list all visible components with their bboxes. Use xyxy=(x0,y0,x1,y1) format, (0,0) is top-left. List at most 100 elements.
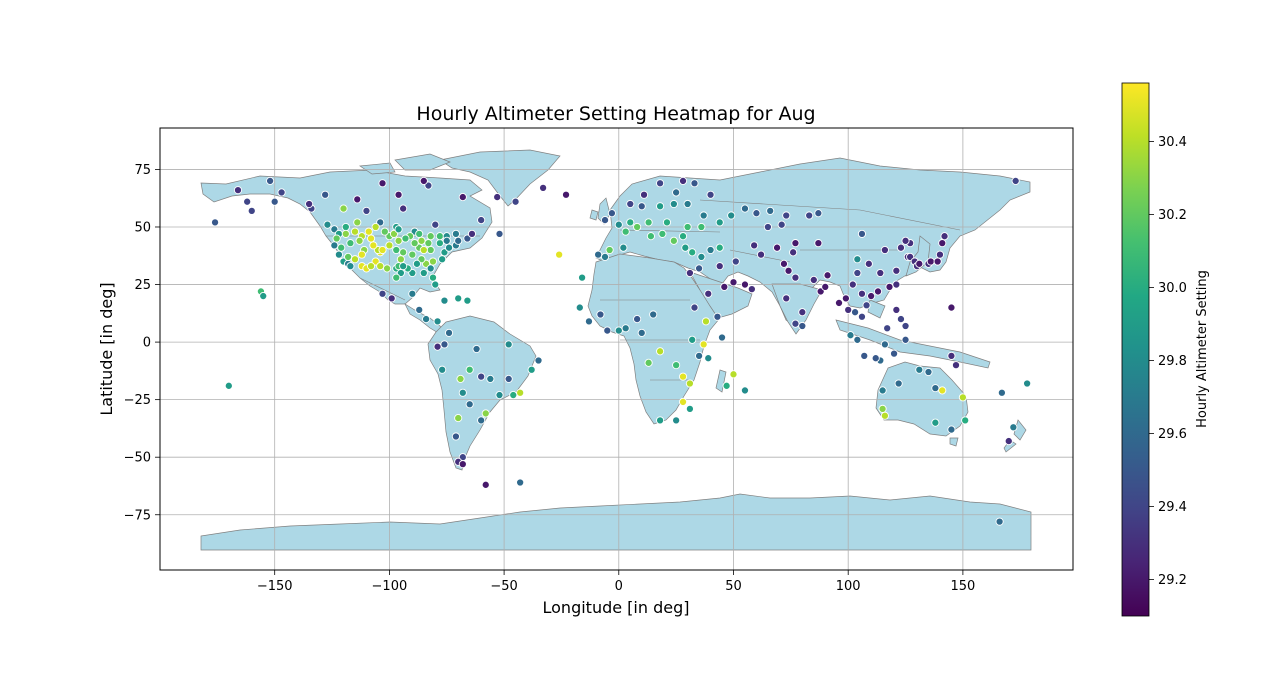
station-point xyxy=(504,340,513,349)
station-point xyxy=(901,335,910,344)
station-point xyxy=(211,218,220,227)
station-point xyxy=(784,266,793,275)
station-point xyxy=(378,179,387,188)
station-point xyxy=(639,190,649,199)
station-point xyxy=(305,199,314,209)
station-point xyxy=(857,229,867,238)
station-point xyxy=(848,280,857,289)
station-point xyxy=(683,199,692,209)
station-point xyxy=(467,229,477,238)
station-point xyxy=(878,386,887,395)
station-point xyxy=(853,255,862,264)
station-point xyxy=(706,245,715,255)
station-point xyxy=(454,236,463,245)
station-point xyxy=(823,271,832,280)
station-point xyxy=(266,176,275,185)
station-point xyxy=(626,199,635,209)
x-tick-label: 0 xyxy=(615,579,623,594)
southeast-asia-islands xyxy=(835,299,991,369)
station-point xyxy=(715,243,724,252)
station-point xyxy=(857,312,867,321)
colorbar-label: Hourly Altimeter Setting xyxy=(1195,270,1210,428)
station-point xyxy=(600,216,610,225)
station-point xyxy=(355,236,364,245)
station-point xyxy=(458,388,467,397)
station-point xyxy=(789,248,798,257)
station-point xyxy=(392,245,401,255)
station-point xyxy=(575,303,584,312)
x-axis-label: Longitude [in deg] xyxy=(543,598,690,617)
station-point xyxy=(428,257,438,266)
station-point xyxy=(690,303,699,312)
station-point xyxy=(410,239,419,248)
station-point xyxy=(422,315,431,324)
colorbar-tick-label: 29.6 xyxy=(1158,427,1187,442)
station-point xyxy=(658,229,667,238)
station-point xyxy=(504,374,513,383)
station-point xyxy=(685,379,694,388)
station-point xyxy=(438,365,447,374)
station-point xyxy=(773,243,782,252)
station-point xyxy=(752,209,761,218)
station-point xyxy=(516,388,525,397)
station-point xyxy=(814,239,823,248)
station-point xyxy=(940,232,949,241)
station-point xyxy=(958,393,967,402)
station-point xyxy=(605,245,614,255)
station-point xyxy=(353,218,362,227)
station-point xyxy=(419,245,428,255)
station-point xyxy=(924,367,933,377)
station-point xyxy=(444,243,454,252)
station-point xyxy=(880,245,889,255)
station-point xyxy=(387,294,396,303)
station-point xyxy=(419,268,428,278)
station-point xyxy=(323,220,332,229)
station-point xyxy=(426,232,435,241)
colorbar xyxy=(1121,82,1150,617)
station-point xyxy=(321,190,330,199)
station-point xyxy=(699,211,708,220)
station-point xyxy=(383,264,392,273)
y-axis: −75 −50 −25 0 25 50 75 xyxy=(124,163,160,523)
station-point xyxy=(364,227,373,236)
station-point xyxy=(481,480,490,489)
arabia-landmass xyxy=(689,271,753,319)
y-axis-label: Latitude [in deg] xyxy=(97,282,116,415)
station-point xyxy=(915,365,924,374)
station-point xyxy=(701,317,711,326)
station-point xyxy=(766,206,775,215)
station-point xyxy=(894,379,903,388)
station-point xyxy=(399,204,408,213)
station-point xyxy=(672,188,681,197)
scatter-points xyxy=(211,176,1032,526)
station-point xyxy=(477,416,486,425)
station-point xyxy=(357,250,366,259)
station-point xyxy=(626,218,635,227)
station-point xyxy=(477,372,486,381)
station-point xyxy=(378,289,387,298)
station-point xyxy=(376,262,385,271)
station-point xyxy=(1011,176,1020,185)
station-point xyxy=(380,227,389,236)
station-point xyxy=(717,333,727,342)
station-point xyxy=(885,282,894,291)
station-point xyxy=(678,397,688,406)
station-point xyxy=(435,239,444,248)
station-point xyxy=(933,257,942,266)
x-tick-label: 150 xyxy=(950,579,975,594)
x-tick-label: −150 xyxy=(257,579,293,594)
station-point xyxy=(798,321,807,331)
station-point xyxy=(596,310,605,319)
station-point xyxy=(346,262,355,271)
station-point xyxy=(330,241,339,250)
station-point xyxy=(880,340,889,349)
station-point xyxy=(454,414,463,423)
station-point xyxy=(408,250,417,259)
station-point xyxy=(353,195,362,204)
station-point xyxy=(344,252,353,261)
station-point xyxy=(834,298,844,308)
station-point xyxy=(350,227,360,236)
station-point xyxy=(873,287,883,296)
station-point xyxy=(729,278,738,287)
